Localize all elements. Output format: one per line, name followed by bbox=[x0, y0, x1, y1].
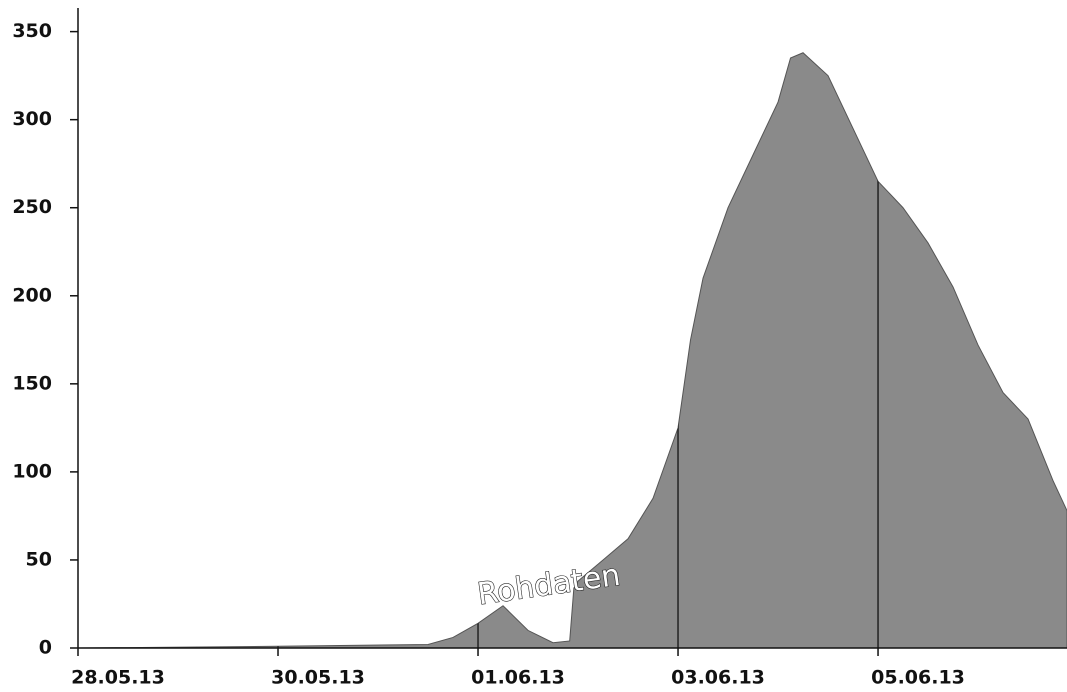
y-tick-label: 350 bbox=[12, 20, 52, 42]
y-tick-label: 100 bbox=[12, 460, 52, 482]
area bbox=[77, 52, 1067, 649]
x-tick-label: 01.06.13 bbox=[471, 667, 565, 689]
plot-area bbox=[77, 52, 1067, 649]
y-tick-label: 150 bbox=[12, 372, 52, 394]
y-tick-label: 50 bbox=[26, 548, 52, 570]
y-tick-label: 250 bbox=[12, 196, 52, 218]
x-tick-label: 05.06.13 bbox=[871, 667, 965, 689]
y-tick-label: 200 bbox=[12, 284, 52, 306]
y-tick-label: 0 bbox=[39, 637, 52, 659]
x-tick-label: 03.06.13 bbox=[671, 667, 765, 689]
x-tick-label: 30.05.13 bbox=[271, 667, 365, 689]
x-tick-label: 28.05.13 bbox=[71, 667, 165, 689]
y-tick-label: 300 bbox=[12, 108, 52, 130]
